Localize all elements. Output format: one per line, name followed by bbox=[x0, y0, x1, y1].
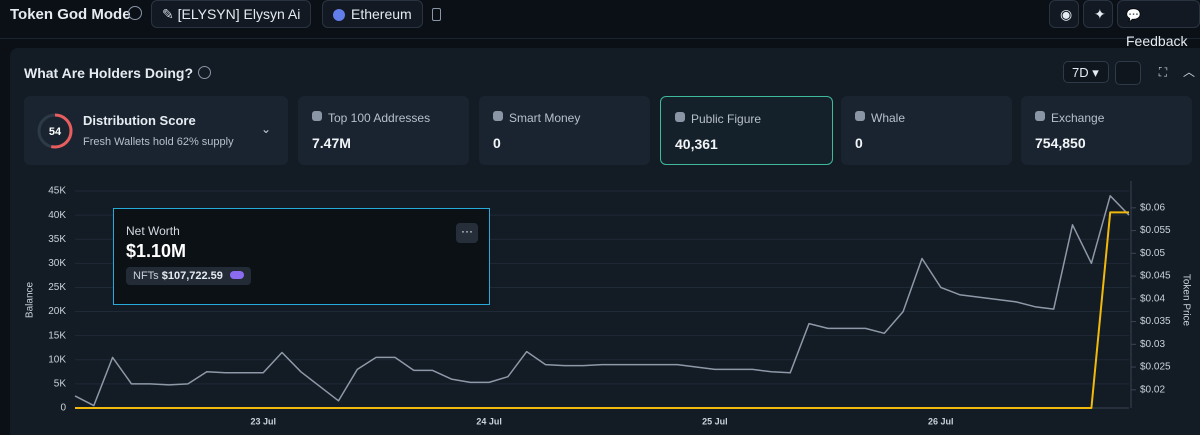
token-name: [ELYSYN] Elysyn Ai bbox=[177, 6, 301, 22]
y2-tick-label: $0.06 bbox=[1140, 202, 1165, 213]
info-icon[interactable] bbox=[128, 6, 142, 20]
chain-name: Ethereum bbox=[351, 6, 412, 22]
ring-arc bbox=[37, 113, 73, 149]
tooltip-title: Net Worth bbox=[126, 224, 180, 238]
y2-tick-label: $0.02 bbox=[1140, 384, 1165, 395]
distribution-title: Distribution Score bbox=[83, 113, 196, 128]
expand-button[interactable]: ⛶ bbox=[1158, 65, 1168, 79]
y2-tick-label: $0.035 bbox=[1140, 316, 1171, 327]
feedback-label: Feedback bbox=[1126, 33, 1188, 49]
chain-selector[interactable]: Ethereum bbox=[322, 0, 423, 28]
metric-card[interactable]: Public Figure 40,361 bbox=[660, 96, 833, 165]
y-axis-label: Balance bbox=[25, 281, 36, 318]
y-tick-label: 25K bbox=[48, 282, 66, 293]
y2-axis-label: Token Price bbox=[1180, 274, 1191, 327]
distribution-subtitle: Fresh Wallets hold 62% supply bbox=[83, 136, 234, 148]
y2-tick-label: $0.055 bbox=[1140, 225, 1171, 236]
y-tick-label: 15K bbox=[48, 330, 66, 341]
y2-tick-label: $0.04 bbox=[1140, 293, 1165, 304]
nft-value: $107,722.59 bbox=[161, 270, 223, 282]
header: Token God Mode ✎ [ELYSYN] Elysyn Ai Ethe… bbox=[0, 0, 1200, 49]
card-icon bbox=[1035, 111, 1045, 121]
y2-tick-label: $0.05 bbox=[1140, 248, 1165, 259]
card-label: Exchange bbox=[1051, 111, 1105, 125]
tooltip-value: $1.10M bbox=[126, 241, 187, 261]
x-tick-label: 26 Jul bbox=[928, 416, 954, 426]
distribution-card[interactable]: 54 Distribution Score Fresh Wallets hold… bbox=[24, 96, 288, 165]
y2-tick-label: $0.025 bbox=[1140, 362, 1171, 373]
card-value: 0 bbox=[855, 135, 863, 151]
nft-label: NFTs bbox=[133, 270, 159, 282]
card-icon bbox=[855, 111, 865, 121]
metric-card[interactable]: Whale 0 bbox=[841, 96, 1012, 165]
x-tick-label: 25 Jul bbox=[702, 416, 728, 426]
card-value: 7.47M bbox=[312, 135, 351, 151]
card-label: Top 100 Addresses bbox=[328, 111, 431, 125]
card-value: 0 bbox=[493, 135, 501, 151]
token-selector[interactable]: ✎ [ELYSYN] Elysyn Ai bbox=[151, 0, 312, 28]
card-icon bbox=[675, 112, 685, 122]
y-tick-label: 10K bbox=[48, 354, 66, 365]
y-tick-label: 5K bbox=[54, 379, 67, 390]
period-selector[interactable]: 7D ▾ bbox=[1063, 61, 1109, 83]
collapse-button[interactable]: ︿ bbox=[1182, 65, 1195, 79]
app-title: Token God Mode bbox=[10, 6, 131, 23]
metric-card[interactable]: Exchange 754,850 bbox=[1021, 96, 1192, 165]
panel-title: What Are Holders Doing? bbox=[24, 65, 194, 81]
info-icon[interactable] bbox=[198, 66, 211, 79]
y-tick-label: 0 bbox=[60, 403, 66, 414]
calendar-button[interactable] bbox=[1115, 61, 1141, 85]
series-line bbox=[74, 195, 1130, 407]
menu-button[interactable]: ··· bbox=[456, 223, 478, 243]
y-tick-label: 35K bbox=[48, 234, 66, 245]
watch-button[interactable]: ◉ bbox=[1049, 0, 1079, 28]
card-icon bbox=[493, 111, 503, 121]
x-tick-label: 24 Jul bbox=[476, 416, 502, 426]
feedback-button[interactable]: 💬 Feedback bbox=[1117, 0, 1200, 49]
tooltip: Net Worth $1.10M NFTs $107,722.59 ··· bbox=[113, 208, 490, 305]
card-value: 754,850 bbox=[1035, 135, 1086, 151]
y-tick-label: 20K bbox=[48, 306, 66, 317]
card-label: Smart Money bbox=[509, 111, 581, 125]
copy-icon[interactable] bbox=[432, 8, 441, 21]
pin-button[interactable]: ✦ bbox=[1083, 0, 1113, 28]
card-label: Whale bbox=[871, 111, 906, 125]
y2-tick-label: $0.045 bbox=[1140, 271, 1171, 282]
y-tick-label: 45K bbox=[48, 186, 66, 197]
score-ring: 54 bbox=[37, 113, 73, 149]
card-value: 40,361 bbox=[675, 136, 718, 152]
expand-chevron[interactable]: ⌄ bbox=[261, 122, 272, 136]
card-icon bbox=[312, 111, 322, 121]
y2-tick-label: $0.03 bbox=[1140, 339, 1165, 350]
nft-chip: NFTs $107,722.59 bbox=[126, 267, 251, 285]
score: 54 bbox=[49, 126, 62, 138]
y-tick-label: 40K bbox=[48, 210, 66, 221]
card-label: Public Figure bbox=[691, 112, 762, 126]
metric-card[interactable]: Top 100 Addresses 7.47M bbox=[298, 96, 469, 165]
series-line bbox=[75, 211, 1129, 409]
x-tick-label: 23 Jul bbox=[250, 416, 276, 426]
period: 7D bbox=[1072, 65, 1089, 80]
y-tick-label: 30K bbox=[48, 258, 66, 269]
metric-card[interactable]: Smart Money 0 bbox=[479, 96, 650, 165]
